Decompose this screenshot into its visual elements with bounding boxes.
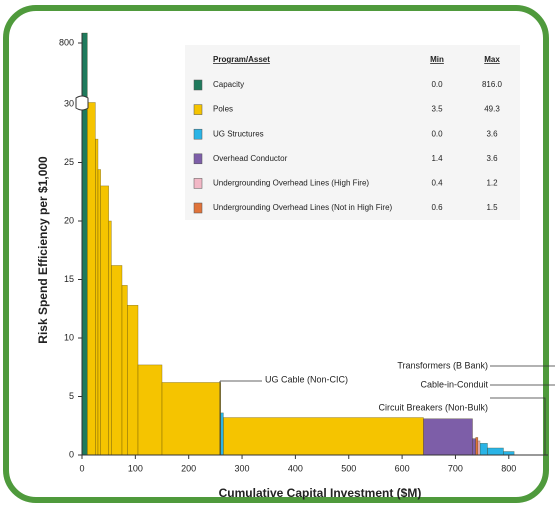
y-axis-label: Risk Spend Efficiency per $1,000 [36, 156, 50, 344]
legend-min: 0.6 [431, 203, 443, 212]
legend-header: Max [484, 55, 500, 64]
y-tick-label: 30 [64, 98, 74, 108]
y-tick-label: 5 [69, 391, 74, 401]
bar [111, 265, 123, 456]
legend: Program/Asset Min Max Capacity 0.0 816.0 Poles… [185, 45, 520, 220]
bar [472, 438, 476, 456]
annotation-leader [490, 397, 546, 455]
bar [479, 443, 488, 456]
bar [121, 285, 128, 456]
legend-min: 3.5 [431, 105, 443, 114]
legend-swatch [193, 202, 203, 214]
bar [503, 451, 515, 456]
x-tick-label: 200 [181, 463, 196, 473]
x-axis-label: Cumulative Capital Investment ($M) [219, 486, 422, 500]
legend-header: Min [430, 55, 444, 64]
legend-max: 816.0 [482, 80, 503, 89]
legend-label: Overhead Conductor [213, 154, 288, 163]
legend-label: UG Structures [213, 129, 264, 138]
bar [100, 185, 109, 456]
x-tick-label: 300 [235, 463, 250, 473]
x-tick-label: 500 [341, 463, 356, 473]
bar [97, 169, 101, 456]
bar [477, 440, 481, 456]
legend-max: 49.3 [484, 105, 500, 114]
y-tick-label: 15 [64, 274, 74, 284]
bar [87, 102, 96, 456]
legend-max: 3.6 [486, 129, 498, 138]
legend-label: Undergrounding Overhead Lines (Not in Hi… [213, 203, 393, 212]
bar [161, 382, 221, 456]
annotation: UG Cable (Non-CIC) [265, 374, 348, 384]
legend-min: 1.4 [431, 154, 443, 163]
legend-max: 1.5 [486, 203, 498, 212]
legend-min: 0.4 [431, 179, 443, 188]
legend-min: 0.0 [431, 129, 443, 138]
bar [108, 220, 112, 456]
bar [127, 304, 139, 456]
bar [95, 138, 99, 456]
legend-label: Undergrounding Overhead Lines (High Fire… [213, 179, 369, 188]
annotation: Cable-in-Conduit [420, 379, 488, 389]
x-tick-label: 600 [395, 463, 410, 473]
x-tick-label: 100 [128, 463, 143, 473]
bar [423, 418, 473, 456]
axis-break [75, 95, 89, 111]
legend-swatch [193, 178, 203, 189]
legend-swatch [193, 104, 203, 115]
legend-swatch [193, 128, 203, 140]
legend-swatch [193, 153, 203, 165]
x-tick-label: 0 [79, 463, 84, 473]
legend-swatch [193, 79, 203, 91]
annotation: Circuit Breakers (Non-Bulk) [378, 402, 488, 412]
annotation: Transformers (B Bank) [397, 360, 488, 370]
plot-area: 0 5 10 15 20 25 30 800 0 100 200 300 400 500 600 700 800… [59, 32, 555, 473]
bar [223, 417, 424, 456]
legend-max: 3.6 [486, 154, 498, 163]
bar [487, 447, 504, 456]
y-tick-label: 800 [59, 37, 74, 47]
y-tick-label: 10 [64, 332, 74, 342]
legend-max: 1.2 [486, 179, 498, 188]
y-tick-label: 20 [64, 215, 74, 225]
legend-header: Program/Asset [213, 55, 270, 64]
x-tick-label: 700 [448, 463, 463, 473]
legend-label: Capacity [213, 80, 244, 89]
x-tick-label: 800 [501, 463, 516, 473]
bar [475, 437, 479, 456]
y-tick-label: 0 [69, 449, 74, 459]
legend-box [185, 45, 520, 220]
legend-label: Poles [213, 105, 233, 114]
y-tick-label: 25 [64, 157, 74, 167]
bar [220, 412, 224, 456]
x-tick-label: 400 [288, 463, 303, 473]
legend-min: 0.0 [431, 80, 443, 89]
annotation-leader [219, 380, 262, 455]
bar [137, 364, 163, 456]
